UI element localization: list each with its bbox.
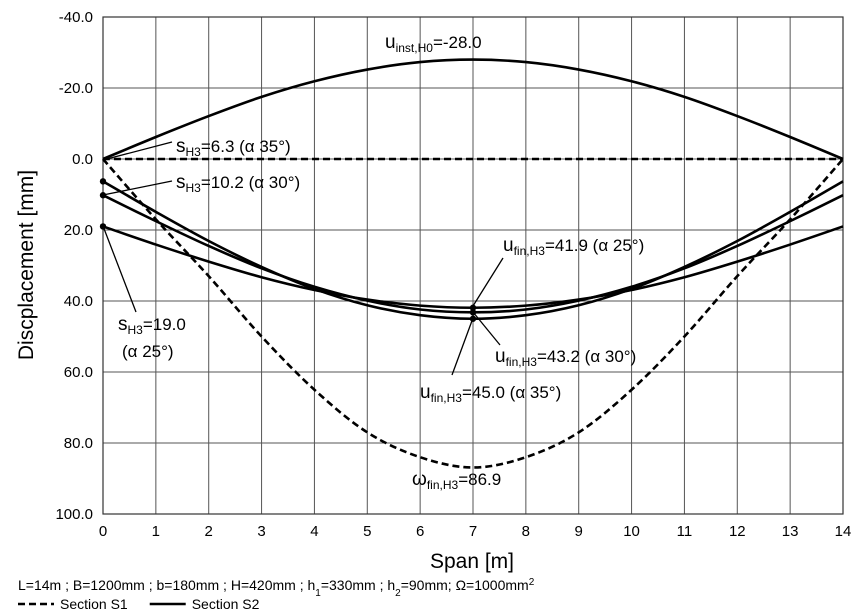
y-axis-label: Discplacement [mm] bbox=[15, 170, 38, 360]
point-marker bbox=[99, 192, 107, 199]
x-tick-label: 9 bbox=[575, 523, 583, 540]
x-axis-label: Span [m] bbox=[430, 550, 514, 573]
annotation-text: =6.3 (α 35°) bbox=[201, 137, 291, 156]
footnote-subscript: 1 bbox=[315, 588, 321, 599]
annotation-symbol: s bbox=[118, 314, 128, 335]
x-tick-label: 14 bbox=[835, 523, 852, 540]
y-tick-label: 80.0 bbox=[64, 435, 93, 452]
footnote-subscript: 2 bbox=[395, 588, 401, 599]
annotation-text: =43.2 (α 30°) bbox=[537, 347, 636, 366]
annotation-symbol: s bbox=[176, 136, 186, 157]
annotation: sH3=10.2 (α 30°) bbox=[176, 172, 300, 195]
x-tick-label: 11 bbox=[677, 523, 693, 540]
annotation-subscript: H3 bbox=[186, 145, 202, 159]
x-tick-label: 2 bbox=[205, 523, 213, 540]
annotation: (α 25°) bbox=[122, 342, 174, 361]
annotation-subscript: H3 bbox=[186, 181, 202, 195]
annotation-text: =41.9 (α 25°) bbox=[545, 236, 644, 255]
y-tick-label: 40.0 bbox=[64, 293, 93, 310]
x-tick-label: 13 bbox=[782, 523, 799, 540]
plot-frame bbox=[102, 16, 844, 515]
annotation-text: =45.0 (α 35°) bbox=[462, 383, 561, 402]
annotation: ufin,H3=41.9 (α 25°) bbox=[503, 235, 644, 258]
x-tick-label: 0 bbox=[99, 523, 107, 540]
point-marker bbox=[99, 178, 107, 185]
x-tick-label: 8 bbox=[522, 523, 530, 540]
leader-line bbox=[472, 257, 504, 307]
annotation: ufin,H3=43.2 (α 30°) bbox=[495, 346, 636, 369]
y-tick-label: 100.0 bbox=[55, 506, 93, 523]
leader-line bbox=[102, 225, 137, 313]
leader-line bbox=[472, 311, 501, 346]
x-tick-label: 12 bbox=[729, 523, 746, 540]
y-tick-label: 20.0 bbox=[64, 222, 93, 239]
annotation-symbol: u bbox=[503, 235, 514, 256]
leader-line bbox=[102, 180, 173, 196]
footnote-superscript: 2 bbox=[529, 577, 535, 588]
annotation-symbol: ω bbox=[412, 469, 427, 490]
footnote: L=14m ; B=1200mm ; b=180mm ; H=420mm ; h… bbox=[18, 577, 535, 599]
annotation-text: =-28.0 bbox=[433, 33, 482, 52]
annotation-symbol: u bbox=[385, 32, 396, 53]
y-tick-label: -40.0 bbox=[59, 9, 93, 26]
legend-label: Section S2 bbox=[192, 596, 260, 612]
annotation-subscript: fin,H3 bbox=[431, 391, 463, 405]
x-tick-label: 10 bbox=[623, 523, 640, 540]
point-marker bbox=[469, 304, 477, 311]
annotation: uinst,H0=-28.0 bbox=[385, 32, 482, 55]
annotation-symbol: s bbox=[176, 172, 186, 193]
y-tick-label: -20.0 bbox=[59, 80, 93, 97]
x-tick-label: 4 bbox=[310, 523, 318, 540]
x-tick-label: 3 bbox=[257, 523, 265, 540]
x-tick-label: 5 bbox=[363, 523, 371, 540]
annotation-subscript: fin,H3 bbox=[506, 355, 538, 369]
footnote-text: =330mm ; h bbox=[321, 577, 395, 593]
annotation-symbol: u bbox=[420, 382, 431, 403]
annotation-subscript: fin,H3 bbox=[427, 478, 459, 492]
x-tick-label: 6 bbox=[416, 523, 424, 540]
annotation: ωfin,H3=86.9 bbox=[412, 469, 501, 492]
x-tick-label: 1 bbox=[152, 523, 160, 540]
annotation-subscript: fin,H3 bbox=[514, 244, 546, 258]
series-line bbox=[102, 58, 844, 161]
annotation-subscript: inst,H0 bbox=[396, 41, 434, 55]
annotation-symbol: u bbox=[495, 346, 506, 367]
legend-label: Section S1 bbox=[60, 596, 128, 612]
leader-line bbox=[451, 317, 474, 376]
annotation: sH3=19.0 bbox=[118, 314, 186, 337]
annotation-text: =19.0 bbox=[143, 315, 186, 334]
footnote-text: L=14m ; B=1200mm ; b=180mm ; H=420mm ; h bbox=[18, 577, 315, 593]
y-tick-label: 60.0 bbox=[64, 364, 93, 381]
annotation: ufin,H3=45.0 (α 35°) bbox=[420, 382, 561, 405]
leader-line bbox=[102, 141, 173, 161]
annotation-subscript: H3 bbox=[128, 323, 144, 337]
x-tick-label: 7 bbox=[469, 523, 477, 540]
annotation: sH3=6.3 (α 35°) bbox=[176, 136, 291, 159]
footnote-text: =90mm; Ω=1000mm bbox=[401, 577, 529, 593]
annotation-text: =10.2 (α 30°) bbox=[201, 173, 300, 192]
annotation-text: =86.9 bbox=[458, 470, 501, 489]
y-tick-label: 0.0 bbox=[72, 151, 93, 168]
